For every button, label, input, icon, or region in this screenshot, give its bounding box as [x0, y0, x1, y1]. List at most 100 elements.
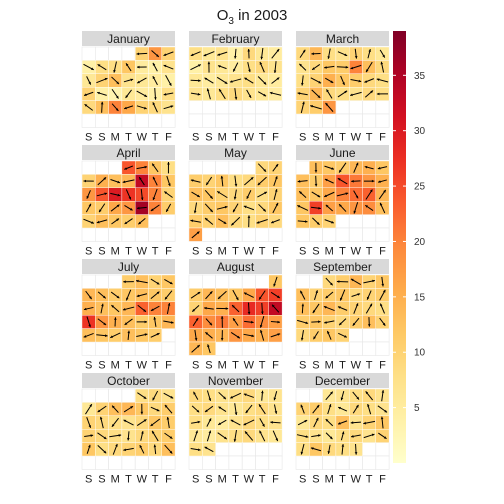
- wind-arrow-head: [150, 308, 154, 311]
- wind-arrow-head: [277, 295, 280, 298]
- strip-background: [189, 145, 282, 160]
- strip-background: [189, 259, 282, 274]
- strip-background: [82, 373, 175, 388]
- wind-arrow-head: [341, 444, 345, 447]
- wind-arrow-head: [342, 82, 345, 86]
- wind-arrow-head: [192, 309, 195, 312]
- empty-cell: [121, 46, 136, 61]
- wind-arrow-head: [261, 390, 264, 394]
- empty-cell: [241, 455, 256, 470]
- weekday-label: W: [137, 359, 148, 371]
- empty-cell: [375, 227, 390, 242]
- wind-arrow-head: [275, 164, 279, 167]
- empty-cell: [268, 113, 283, 128]
- weekday-label: M: [111, 131, 120, 143]
- wind-arrow-head: [163, 93, 167, 96]
- wind-arrow-head: [224, 81, 228, 84]
- wind-arrow-head: [314, 170, 318, 173]
- weekday-label: T: [152, 245, 159, 257]
- wind-arrow-head: [123, 419, 127, 423]
- strip-background: [82, 259, 175, 274]
- wind-arrow-head: [169, 281, 173, 284]
- empty-cell: [108, 46, 123, 61]
- empty-cell: [188, 455, 203, 470]
- wind-arrow-head: [83, 179, 86, 183]
- empty-cell: [255, 274, 270, 289]
- wind-arrow-head: [325, 419, 329, 422]
- wind-arrow-head: [150, 208, 154, 211]
- wind-arrow-head: [218, 65, 221, 68]
- empty-cell: [228, 100, 243, 115]
- wind-arrow-head: [259, 430, 262, 434]
- wind-arrow-head: [251, 334, 255, 338]
- empty-cell: [108, 160, 123, 175]
- strip-background: [189, 373, 282, 388]
- weekday-label: T: [366, 245, 373, 257]
- wind-arrow-head: [383, 189, 386, 193]
- wind-arrow-head: [166, 209, 169, 212]
- wind-arrow-head: [345, 65, 349, 69]
- wind-arrow-head: [327, 451, 331, 454]
- weekday-label: S: [192, 131, 199, 143]
- empty-cell: [215, 113, 230, 128]
- weekday-label: T: [152, 473, 159, 485]
- wind-arrow-head: [144, 106, 147, 110]
- wind-arrow-head: [243, 422, 247, 426]
- empty-cell: [295, 388, 310, 403]
- empty-cell: [295, 455, 310, 470]
- wind-arrow-head: [103, 177, 107, 180]
- empty-cell: [215, 442, 230, 457]
- wind-arrow-head: [325, 295, 329, 299]
- wind-arrow-head: [304, 220, 308, 223]
- chart-title: O3 in 2003: [217, 7, 288, 27]
- empty-cell: [188, 100, 203, 115]
- wind-arrow-head: [234, 56, 237, 59]
- wind-arrow-head: [330, 80, 334, 83]
- empty-cell: [335, 113, 350, 128]
- month-label: July: [118, 260, 139, 274]
- wind-arrow-head: [230, 395, 233, 399]
- wind-arrow-head: [339, 322, 342, 326]
- weekday-label: S: [85, 473, 92, 485]
- weekday-label: S: [98, 359, 105, 371]
- wind-arrow-head: [84, 93, 87, 96]
- wind-arrow-head: [318, 434, 321, 437]
- weekday-label: S: [312, 131, 319, 143]
- wind-arrow-head: [272, 304, 275, 308]
- wind-arrow-head: [345, 192, 349, 195]
- empty-cell: [241, 341, 256, 356]
- empty-cell: [81, 113, 96, 128]
- wind-arrow-head: [114, 317, 117, 320]
- wind-arrow-head: [243, 205, 247, 209]
- wind-arrow-head: [111, 424, 115, 427]
- wind-arrow-head: [130, 78, 134, 82]
- weekday-label: F: [272, 245, 279, 257]
- wind-arrow-head: [197, 194, 200, 197]
- wind-arrow-head: [259, 296, 262, 300]
- empty-cell: [268, 442, 283, 457]
- wind-arrow-head: [277, 320, 280, 324]
- wind-arrow-head: [143, 419, 147, 422]
- empty-cell: [202, 274, 216, 289]
- wind-arrow-head: [136, 294, 140, 298]
- wind-arrow-head: [271, 220, 274, 224]
- wind-arrow-head: [338, 306, 341, 309]
- wind-arrow-head: [117, 193, 121, 197]
- empty-cell: [108, 388, 123, 403]
- wind-arrow-head: [316, 222, 320, 225]
- wind-arrow-head: [275, 202, 279, 206]
- wind-arrow-head: [350, 66, 354, 70]
- empty-cell: [348, 113, 363, 128]
- empty-cell: [148, 455, 163, 470]
- wind-arrow-head: [163, 64, 167, 68]
- wind-arrow-head: [274, 189, 278, 192]
- colorbar-tick-label: 25: [414, 182, 426, 193]
- wind-arrow-head: [123, 448, 126, 452]
- month-label: January: [107, 32, 150, 46]
- wind-arrow-head: [197, 420, 201, 424]
- wind-arrow-head: [91, 67, 94, 70]
- weekday-label: W: [137, 131, 148, 143]
- wind-arrow-head: [195, 318, 199, 321]
